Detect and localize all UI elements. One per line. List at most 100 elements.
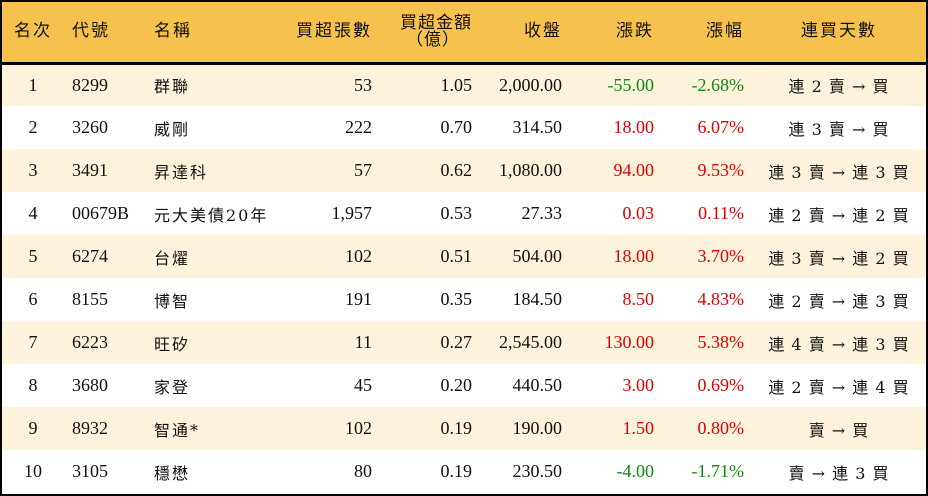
change-percent-cell: 0.69% xyxy=(697,375,745,395)
change-percent-cell: 3.70% xyxy=(697,246,745,266)
header-net-buy-amount-label: 買超金額 xyxy=(400,12,472,33)
stock-name-cell[interactable]: 博智 xyxy=(154,291,191,311)
close-price-cell: 27.33 xyxy=(521,203,563,223)
header-name[interactable]: 名稱 xyxy=(146,2,286,65)
change-percent-cell: -2.68% xyxy=(691,74,745,95)
table-row[interactable]: 9 8932 智通* 102 0.19 190.00 1.50 0.80% 賣 … xyxy=(2,407,926,450)
net-buy-lots-cell: 11 xyxy=(354,332,372,352)
stock-name-cell[interactable]: 群聯 xyxy=(154,77,191,97)
rank-cell: 7 xyxy=(28,332,38,352)
rank-cell: 6 xyxy=(28,289,38,309)
consecutive-buy-days-cell: 連 2 賣 → 買 xyxy=(788,77,890,97)
stock-code-cell[interactable]: 6223 xyxy=(72,332,108,352)
stock-name-cell[interactable]: 智通* xyxy=(154,420,201,440)
header-close-price[interactable]: 收盤 xyxy=(480,2,570,65)
consecutive-buy-days-cell: 連 3 賣 → 買 xyxy=(788,119,890,139)
stock-code-cell[interactable]: 6274 xyxy=(72,246,108,266)
rank-cell: 9 xyxy=(28,418,38,438)
stock-code-cell[interactable]: 3260 xyxy=(72,117,108,137)
consecutive-buy-days-cell: 連 2 賣 → 連 4 買 xyxy=(768,377,910,397)
net-buy-amount-cell: 0.20 xyxy=(440,375,473,395)
stock-code-cell[interactable]: 00679B xyxy=(72,203,130,223)
net-buy-lots-cell: 80 xyxy=(354,461,372,481)
net-buy-lots-cell: 222 xyxy=(345,117,372,137)
net-buy-amount-cell: 0.27 xyxy=(440,332,473,352)
close-price-cell: 1,080.00 xyxy=(499,160,562,180)
change-percent-cell: 6.07% xyxy=(697,117,745,137)
rank-cell: 1 xyxy=(28,74,38,95)
rank-cell: 4 xyxy=(28,203,38,223)
net-buy-amount-cell: 0.35 xyxy=(440,289,473,309)
stock-code-cell[interactable]: 8299 xyxy=(72,74,108,95)
header-rank[interactable]: 名次 xyxy=(2,2,64,65)
header-row: 名次 代號 名稱 買超張數 買超金額 （億） 收盤 漲跌 漲幅 連買天數 xyxy=(2,2,926,65)
table-row[interactable]: 6 8155 博智 191 0.35 184.50 8.50 4.83% 連 2… xyxy=(2,278,926,321)
table-row[interactable]: 1 8299 群聯 53 1.05 2,000.00 -55.00 -2.68%… xyxy=(2,63,926,106)
close-price-cell: 2,545.00 xyxy=(499,332,562,352)
change-percent-cell: 5.38% xyxy=(697,332,745,352)
stock-code-cell[interactable]: 3105 xyxy=(72,461,108,481)
close-price-cell: 314.50 xyxy=(512,117,563,137)
net-buy-amount-cell: 1.05 xyxy=(440,74,473,95)
close-price-cell: 2,000.00 xyxy=(499,74,562,95)
stock-name-cell[interactable]: 元大美債20年 xyxy=(154,205,269,225)
stock-code-cell[interactable]: 8155 xyxy=(72,289,108,309)
rank-cell: 3 xyxy=(28,160,38,180)
change-cell: 130.00 xyxy=(604,332,655,352)
consecutive-buy-days-cell: 賣 → 買 xyxy=(808,420,870,440)
stock-name-cell[interactable]: 台燿 xyxy=(154,248,191,268)
close-price-cell: 190.00 xyxy=(512,418,563,438)
table-row[interactable]: 4 00679B 元大美債20年 1,957 0.53 27.33 0.03 0… xyxy=(2,192,926,235)
change-cell: 94.00 xyxy=(613,160,655,180)
rank-cell: 10 xyxy=(24,461,42,481)
change-cell: -55.00 xyxy=(607,74,655,95)
table-row[interactable]: 2 3260 威剛 222 0.70 314.50 18.00 6.07% 連 … xyxy=(2,106,926,149)
change-percent-cell: 0.80% xyxy=(697,418,745,438)
stock-name-cell[interactable]: 昇達科 xyxy=(154,162,209,182)
stock-name-cell[interactable]: 旺矽 xyxy=(154,334,191,354)
net-buy-lots-cell: 1,957 xyxy=(331,203,373,223)
close-price-cell: 184.50 xyxy=(512,289,563,309)
table-body: 1 8299 群聯 53 1.05 2,000.00 -55.00 -2.68%… xyxy=(2,63,926,493)
table-row[interactable]: 8 3680 家登 45 0.20 440.50 3.00 0.69% 連 2 … xyxy=(2,364,926,407)
change-cell: 18.00 xyxy=(613,117,655,137)
net-buy-lots-cell: 102 xyxy=(345,418,372,438)
change-cell: 18.00 xyxy=(613,246,655,266)
net-buy-lots-cell: 57 xyxy=(354,160,372,180)
consecutive-buy-days-cell: 連 3 賣 → 連 2 買 xyxy=(768,248,910,268)
consecutive-buy-days-cell: 連 4 賣 → 連 3 買 xyxy=(768,334,910,354)
header-net-buy-lots[interactable]: 買超張數 xyxy=(286,2,380,65)
consecutive-buy-days-cell: 賣 → 連 3 買 xyxy=(788,463,890,483)
header-net-buy-amount[interactable]: 買超金額 （億） xyxy=(380,2,480,65)
net-buy-amount-cell: 0.62 xyxy=(440,160,473,180)
stock-name-cell[interactable]: 穩懋 xyxy=(154,463,191,483)
header-consecutive-buy-days[interactable]: 連買天數 xyxy=(752,2,926,65)
stock-code-cell[interactable]: 8932 xyxy=(72,418,108,438)
change-percent-cell: 0.11% xyxy=(698,203,744,223)
net-buy-amount-cell: 0.70 xyxy=(440,117,473,137)
stock-code-cell[interactable]: 3680 xyxy=(72,375,108,395)
net-buy-amount-cell: 0.19 xyxy=(440,418,473,438)
table-row[interactable]: 3 3491 昇達科 57 0.62 1,080.00 94.00 9.53% … xyxy=(2,149,926,192)
change-cell: 0.03 xyxy=(622,203,655,223)
table-row[interactable]: 5 6274 台燿 102 0.51 504.00 18.00 3.70% 連 … xyxy=(2,235,926,278)
change-percent-cell: 4.83% xyxy=(697,289,745,309)
change-percent-cell: -1.71% xyxy=(691,461,745,481)
change-cell: 8.50 xyxy=(622,289,655,309)
net-buy-lots-cell: 191 xyxy=(345,289,372,309)
header-change[interactable]: 漲跌 xyxy=(570,2,662,65)
stock-name-cell[interactable]: 威剛 xyxy=(154,119,191,139)
net-buy-amount-cell: 0.53 xyxy=(440,203,473,223)
rank-cell: 2 xyxy=(28,117,38,137)
header-change-percent[interactable]: 漲幅 xyxy=(662,2,752,65)
close-price-cell: 230.50 xyxy=(512,461,563,481)
table-row[interactable]: 7 6223 旺矽 11 0.27 2,545.00 130.00 5.38% … xyxy=(2,321,926,364)
net-buy-lots-cell: 102 xyxy=(345,246,372,266)
stock-name-cell[interactable]: 家登 xyxy=(154,377,191,397)
header-code[interactable]: 代號 xyxy=(64,2,146,65)
stock-code-cell[interactable]: 3491 xyxy=(72,160,108,180)
consecutive-buy-days-cell: 連 3 賣 → 連 3 買 xyxy=(768,162,910,182)
table-row[interactable]: 10 3105 穩懋 80 0.19 230.50 -4.00 -1.71% 賣… xyxy=(2,450,926,493)
header-net-buy-amount-unit: （億） xyxy=(406,29,460,50)
